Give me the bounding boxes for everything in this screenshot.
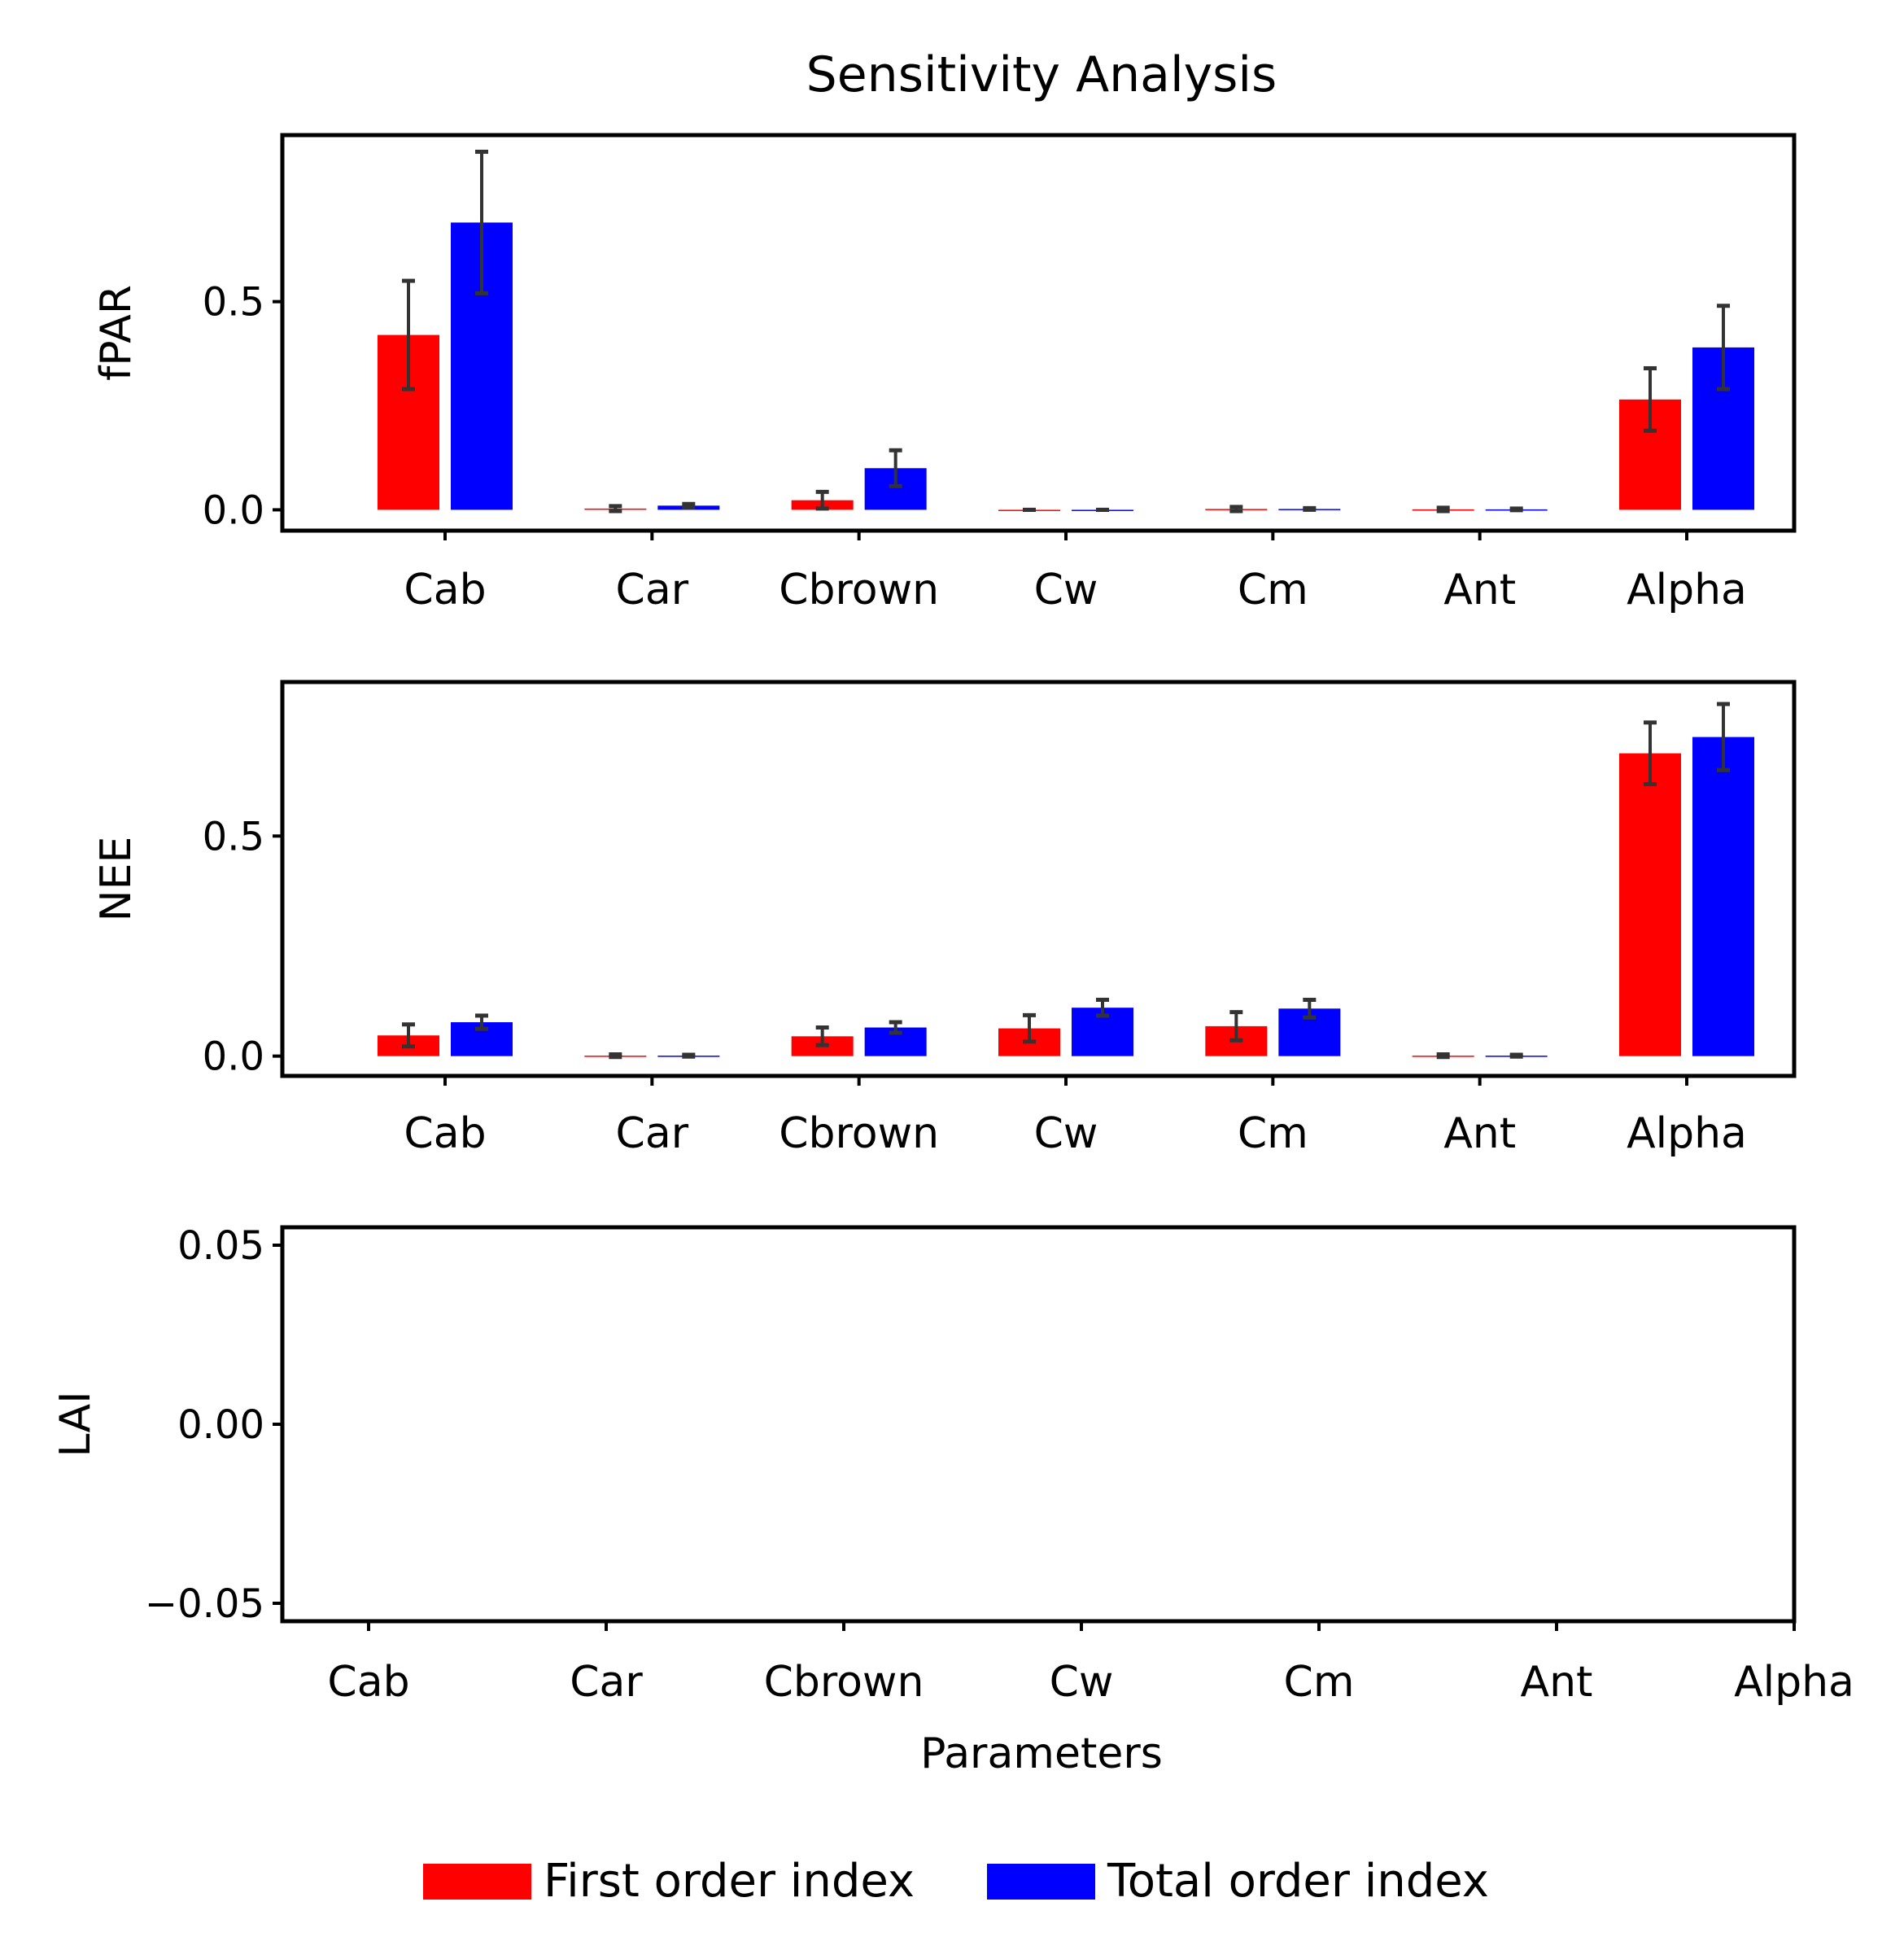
nee-y-tick-label: 0.5 — [203, 814, 264, 859]
fpar-y-tick-label: 0.0 — [203, 488, 264, 533]
nee-axes-frame — [280, 680, 1797, 1078]
nee-y-tick-label: 0.0 — [203, 1034, 264, 1080]
fpar-x-tick-label-ant: Ant — [1443, 566, 1516, 614]
fpar-x-tick-label-cm: Cm — [1238, 566, 1308, 614]
nee-bar-first-order-alpha — [1619, 753, 1681, 1056]
lai-x-tick-label-ant: Ant — [1521, 1658, 1593, 1707]
x-axis-label: Parameters — [920, 1729, 1163, 1778]
fpar-axes-frame — [280, 133, 1797, 533]
lai-x-tick-label-cbrown: Cbrown — [764, 1658, 924, 1707]
fpar-x-tick-label-cw: Cw — [1034, 566, 1098, 614]
legend-label-first-order: First order index — [544, 1855, 915, 1908]
legend: First order index Total order index — [423, 1855, 1489, 1908]
nee-x-tick-label-cw: Cw — [1034, 1109, 1098, 1158]
fpar-x-tick-label-cab: Cab — [404, 566, 486, 614]
nee-panel: 0.0 0.5 Cab Car Cbrown Cw Cm Ant Alpha NEE — [92, 680, 1797, 1158]
nee-y-axis-label: NEE — [92, 837, 141, 922]
nee-x-tick-label-car: Car — [616, 1109, 689, 1158]
fpar-x-tick-label-cbrown: Cbrown — [779, 566, 939, 614]
lai-x-tick-label-car: Car — [570, 1658, 643, 1707]
fpar-x-tick-label-alpha: Alpha — [1627, 566, 1747, 614]
nee-x-tick-label-alpha: Alpha — [1627, 1109, 1747, 1158]
legend-swatch-total-order — [987, 1864, 1095, 1900]
lai-x-tick-label-cm: Cm — [1284, 1658, 1355, 1707]
nee-bar-total-order-alpha — [1692, 737, 1754, 1056]
lai-x-tick-label-cab: Cab — [327, 1658, 409, 1707]
lai-x-tick-label-alpha: Alpha — [1734, 1658, 1854, 1707]
nee-x-tick-label-cm: Cm — [1238, 1109, 1308, 1158]
lai-y-tick-label: 0.05 — [177, 1223, 264, 1269]
nee-x-tick-label-cab: Cab — [404, 1109, 486, 1158]
figure-title: Sensitivity Analysis — [806, 46, 1277, 103]
nee-x-tick-label-cbrown: Cbrown — [779, 1109, 939, 1158]
nee-x-tick-label-ant: Ant — [1443, 1109, 1516, 1158]
lai-y-tick-label: −0.05 — [145, 1581, 264, 1627]
legend-label-total-order: Total order index — [1107, 1855, 1489, 1908]
fpar-x-tick-label-car: Car — [616, 566, 689, 614]
lai-y-tick-label: 0.00 — [177, 1402, 264, 1448]
lai-axes-frame — [280, 1225, 1797, 1624]
legend-swatch-first-order — [423, 1864, 531, 1900]
lai-panel: −0.05 0.00 0.05 Cab Car Cbrown Cw Cm Ant Alpha LAI — [51, 1223, 1854, 1707]
fpar-y-axis-label: fPAR — [92, 285, 141, 381]
fpar-y-tick-label: 0.5 — [203, 280, 264, 326]
lai-y-axis-label: LAI — [51, 1391, 100, 1457]
fpar-panel: 0.0 0.5 Cab Car Cbrown Cw Cm Ant Alpha fPAR — [92, 133, 1797, 614]
lai-x-tick-label-cw: Cw — [1050, 1658, 1114, 1707]
